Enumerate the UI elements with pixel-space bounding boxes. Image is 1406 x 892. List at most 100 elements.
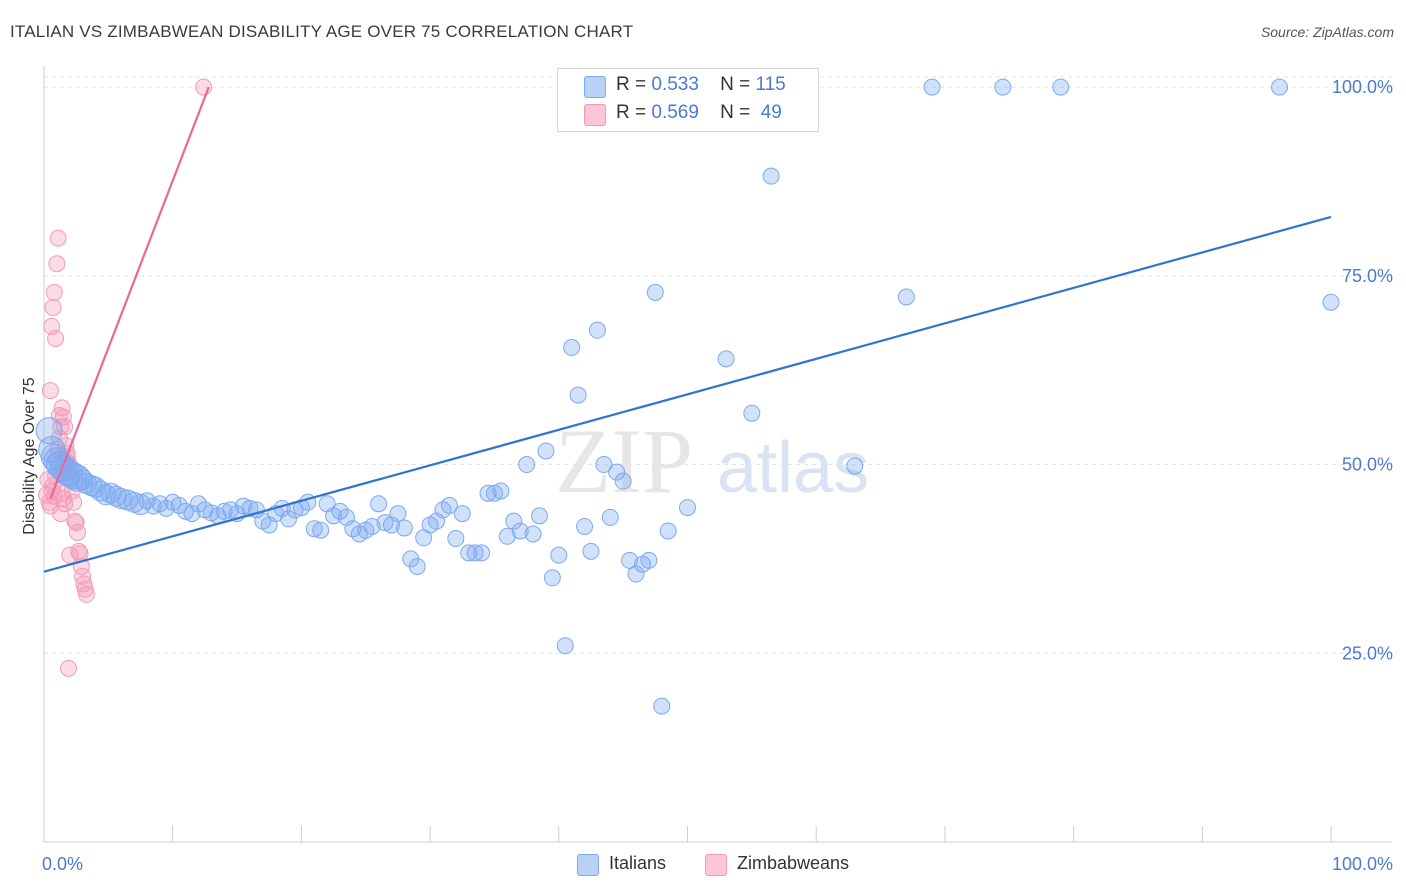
- italians-point: [569, 386, 587, 404]
- italians-point: [563, 339, 581, 357]
- x-tick-label: 0.0%: [42, 854, 83, 874]
- italians-point: [189, 495, 207, 513]
- r-label: R =: [616, 102, 647, 123]
- zimbabweans-point: [56, 418, 74, 436]
- italians-point: [550, 546, 568, 564]
- italians-point: [588, 321, 606, 339]
- italians-point: [524, 525, 542, 543]
- italians-point: [183, 505, 201, 523]
- y-tick-labels: 25.0% 50.0% 75.0% 100.0%: [1332, 77, 1393, 663]
- zimbabweans-swatch: [705, 854, 727, 876]
- zimbabweans-point: [48, 255, 66, 273]
- grid-lines: [44, 76, 1392, 654]
- x-tick-labels: 0.0% 100.0%: [42, 854, 1393, 874]
- italians-point: [640, 551, 658, 569]
- zimbabweans-point: [65, 493, 83, 511]
- italians-point: [717, 350, 735, 368]
- watermark-zip: ZIP: [555, 410, 693, 512]
- italians-point: [627, 565, 645, 583]
- zimbabweans-point: [41, 382, 59, 400]
- italians-point: [312, 521, 330, 539]
- zimbabweans-point: [45, 283, 63, 301]
- italians-point: [170, 496, 188, 514]
- source-label: Source: ZipAtlas.com: [1260, 24, 1394, 40]
- italians-point: [473, 544, 491, 562]
- watermark: ZIP atlas: [555, 410, 869, 512]
- italians-point: [376, 514, 394, 532]
- zimbabweans-legend-label: Zimbabweans: [737, 853, 850, 873]
- italians-point: [679, 499, 696, 517]
- zimbabweans-point: [59, 659, 77, 677]
- italians-point: [1271, 78, 1289, 96]
- y-tick-label: 75.0%: [1342, 266, 1393, 286]
- italians-point: [601, 508, 619, 526]
- italians-point: [241, 499, 259, 517]
- zimbabweans-point: [47, 329, 65, 347]
- italians-point: [762, 167, 780, 185]
- n-label: N =: [720, 74, 751, 95]
- italians-point: [621, 551, 639, 569]
- italians-point: [614, 472, 632, 490]
- italians-stats: R = 0.533 N = 115: [616, 74, 786, 96]
- italians-point: [370, 495, 388, 513]
- italians-point: [576, 517, 594, 535]
- italians-point: [479, 484, 497, 502]
- italians-point: [556, 637, 574, 655]
- italians-point: [608, 463, 626, 481]
- italians-point: [110, 488, 132, 510]
- italians-point: [389, 505, 407, 523]
- zimbabweans-n-value: 49: [760, 102, 782, 123]
- italians-point: [659, 522, 677, 540]
- italians-point: [460, 544, 478, 562]
- italians-point: [530, 507, 548, 525]
- italians-point: [582, 542, 600, 560]
- zimbabweans-r-value: 0.569: [651, 102, 699, 123]
- zimbabweans-point: [54, 490, 72, 508]
- legend: R = 0.533 N = 115 R = 0.569 N = 49: [557, 68, 819, 132]
- italians-trend-line: [43, 215, 1332, 573]
- italians-point: [595, 456, 613, 474]
- zimbabweans-point: [76, 580, 94, 598]
- zimbabweans-point: [61, 546, 79, 564]
- italians-point: [144, 497, 162, 515]
- italians-point: [485, 484, 503, 502]
- italians-legend-label: Italians: [609, 853, 667, 873]
- italians-point: [743, 404, 761, 422]
- axes: [43, 66, 1392, 843]
- italians-point: [498, 527, 516, 545]
- zimbabweans-point: [75, 575, 93, 593]
- italians-point: [505, 512, 523, 530]
- y-tick-label: 100.0%: [1332, 77, 1393, 97]
- italians-point: [653, 697, 671, 715]
- zimbabweans-point: [195, 78, 213, 96]
- n-label: N =: [720, 102, 751, 123]
- italians-point: [543, 569, 561, 587]
- zimbabweans-point: [68, 523, 86, 541]
- italians-point: [511, 522, 529, 540]
- italians-point: [130, 494, 152, 516]
- italians-point: [280, 510, 298, 528]
- zimbabweans-point: [56, 495, 74, 513]
- italians-points: [35, 78, 1340, 715]
- italians-point: [305, 520, 323, 538]
- italians-point: [518, 456, 536, 474]
- zimbabweans-stats: R = 0.569 N = 49: [616, 102, 782, 124]
- italians-point: [923, 78, 941, 96]
- zimbabweans-point: [49, 229, 67, 247]
- italians-r-value: 0.533: [651, 74, 699, 95]
- italians-point: [994, 78, 1012, 96]
- zimbabweans-point: [53, 484, 71, 502]
- italians-point: [492, 482, 510, 500]
- italians-point: [646, 283, 664, 301]
- italians-point: [897, 288, 915, 306]
- r-label: R =: [616, 74, 647, 95]
- zimbabweans-swatch: [584, 104, 606, 126]
- x-tick-label: 100.0%: [1332, 854, 1393, 874]
- y-tick-label: 50.0%: [1342, 455, 1393, 475]
- y-axis-label: Disability Age Over 75: [21, 377, 38, 535]
- zimbabweans-points: [38, 78, 213, 677]
- italians-point: [537, 442, 555, 460]
- italians-point: [408, 557, 426, 575]
- italians-point: [363, 517, 381, 535]
